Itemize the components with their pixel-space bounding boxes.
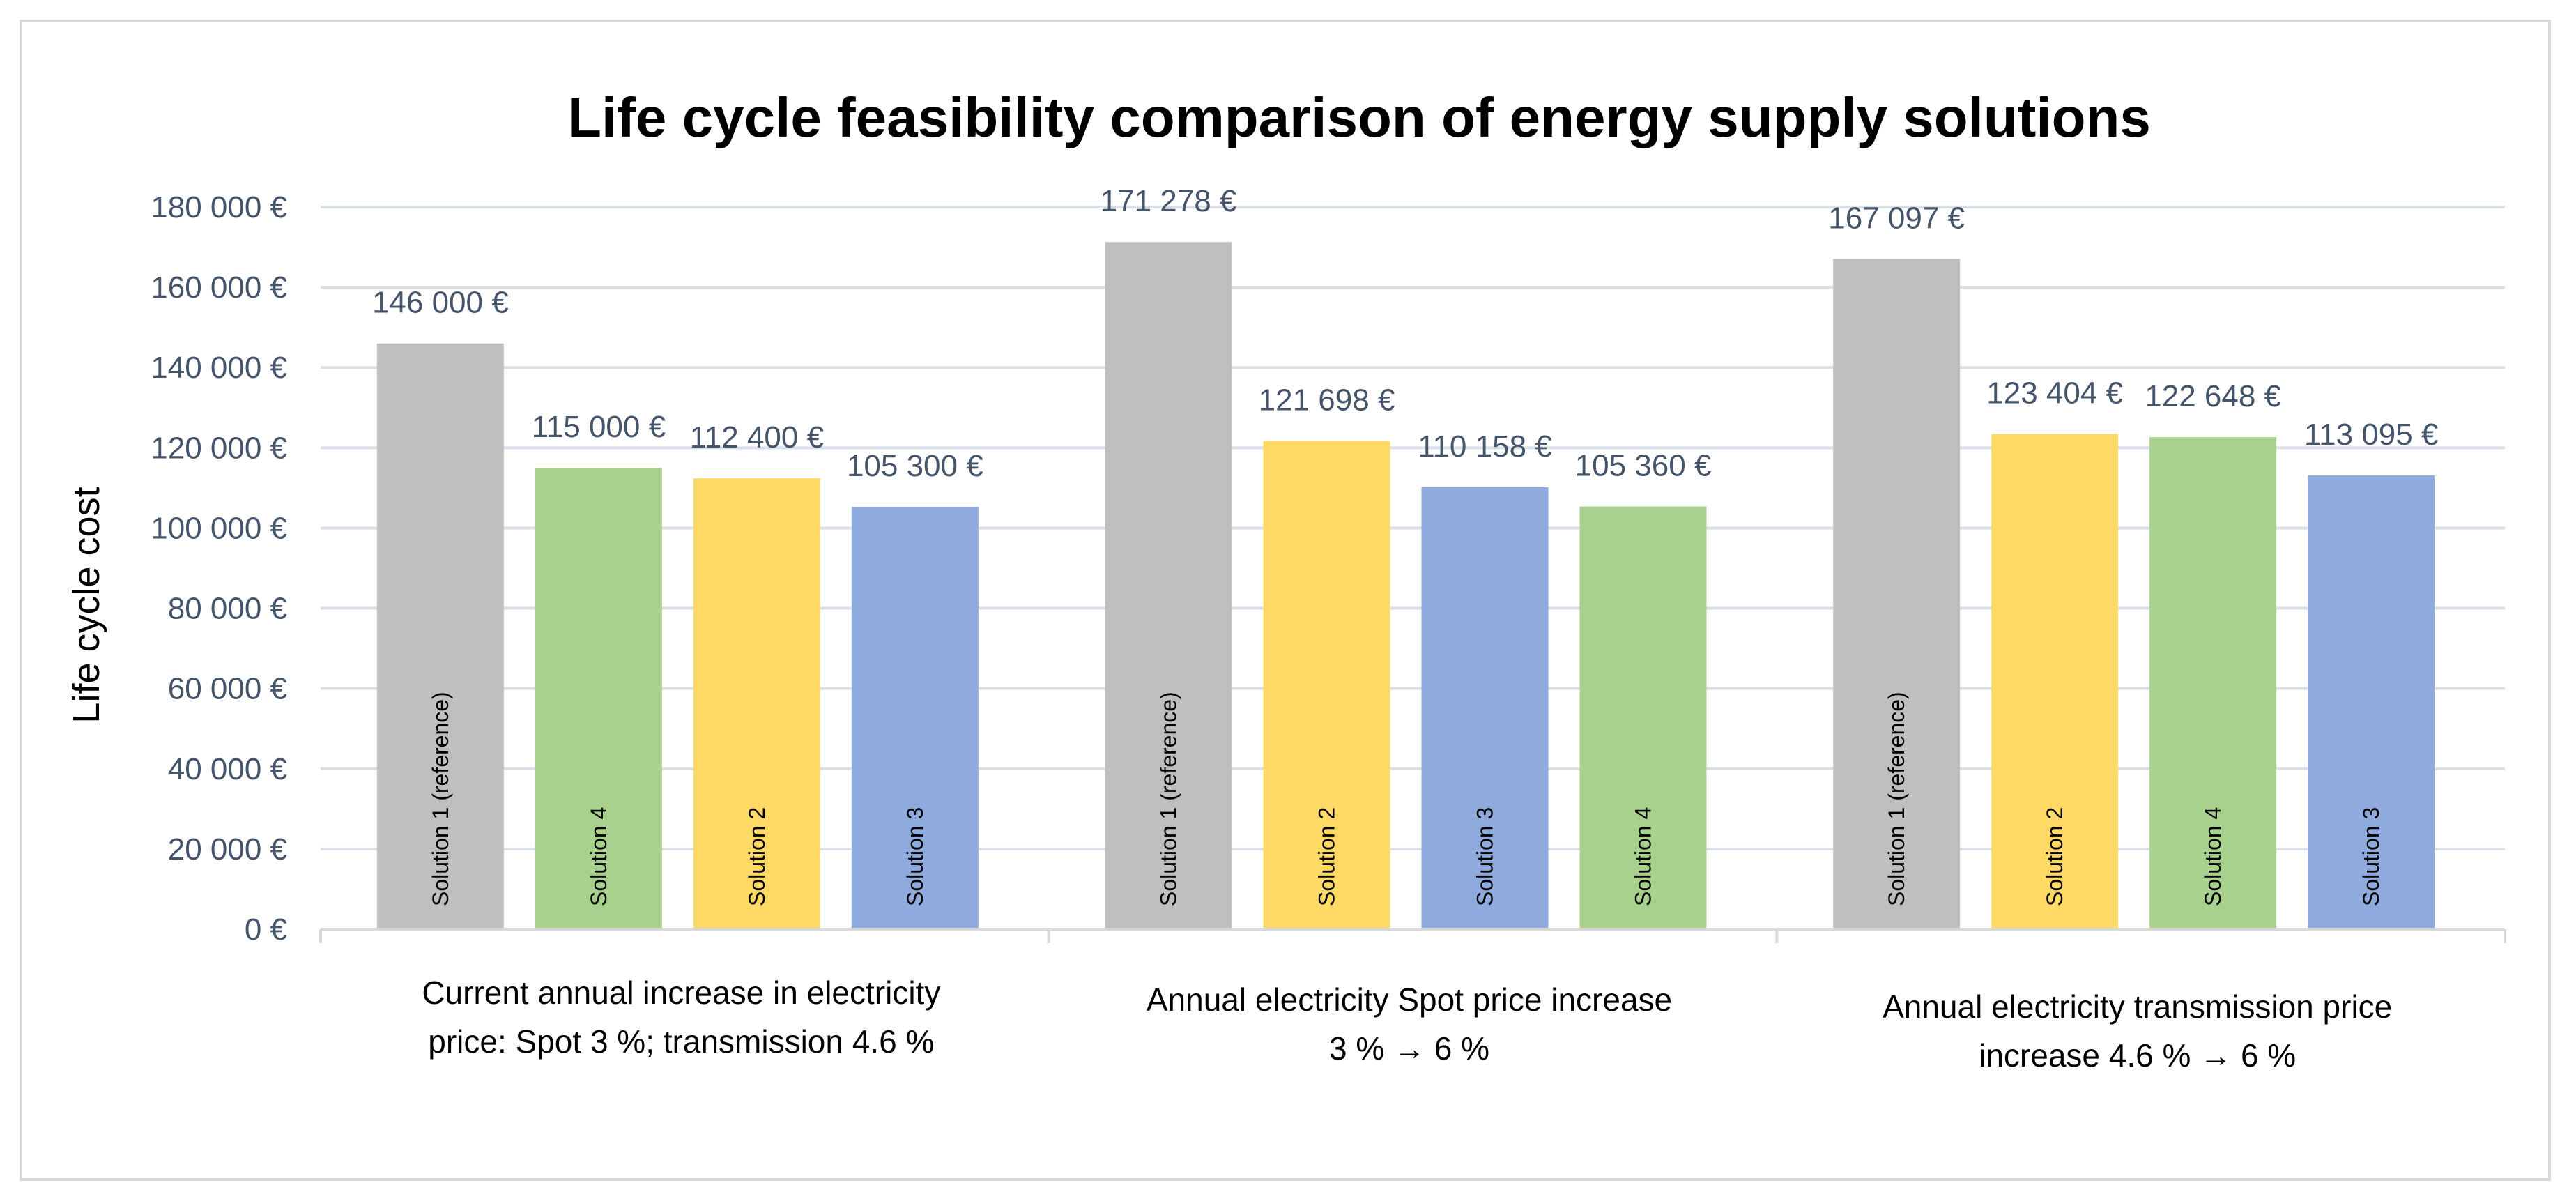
bar [535, 468, 662, 929]
category-label: Current annual increase in electricity pr… [422, 975, 940, 1060]
y-tick-label: 180 000 € [151, 190, 287, 224]
bar-value-label: 105 300 € [847, 449, 983, 483]
bar-value-label: 146 000 € [372, 286, 509, 320]
x-axis [319, 928, 2506, 943]
bar-series-label: Solution 3 [903, 807, 928, 906]
y-tick-label: 80 000 € [168, 592, 287, 626]
y-tick-label: 160 000 € [151, 270, 287, 305]
bar [1263, 441, 1390, 929]
bar [693, 478, 820, 929]
bar-series-label: Solution 2 [1314, 807, 1340, 906]
bar-value-label: 123 404 € [1986, 376, 2123, 411]
bar-series-label: Solution 4 [2200, 807, 2225, 906]
bar [376, 343, 504, 929]
bar-value-label: 105 360 € [1575, 449, 1712, 483]
chart-title: Life cycle feasibility comparison of ene… [567, 86, 2151, 148]
bar [2308, 475, 2435, 929]
y-tick-label: 20 000 € [168, 832, 287, 866]
bar-series-label: Solution 3 [1473, 807, 1498, 906]
bar-series-label: Solution 2 [2042, 807, 2067, 906]
bar-value-label: 167 097 € [1828, 201, 1965, 235]
y-tick-label: 60 000 € [168, 672, 287, 706]
category-labels: Current annual increase in electricity pr… [422, 975, 2392, 1074]
bar-value-label: 113 095 € [2304, 418, 2438, 452]
bar-series-label: Solution 1 (reference) [1156, 692, 1181, 906]
bar [1105, 242, 1232, 929]
y-tick-label: 40 000 € [168, 752, 287, 786]
bar [1833, 259, 1961, 930]
bar-value-label: 112 400 € [690, 420, 824, 455]
y-tick-label: 120 000 € [151, 431, 287, 465]
bar [1579, 506, 1707, 929]
bar-value-label: 122 648 € [2145, 379, 2281, 413]
bar-value-label: 110 158 € [1418, 429, 1551, 464]
category-label: Annual electricity transmission price inc… [1883, 988, 2392, 1074]
bar-series-label: Solution 2 [744, 807, 769, 906]
y-tick-label: 0 € [245, 912, 287, 947]
bar [851, 506, 979, 929]
bar [1421, 487, 1549, 929]
bar-value-label: 171 278 € [1101, 184, 1237, 218]
bar-series-label: Solution 4 [586, 807, 611, 906]
bar-series-label: Solution 4 [1631, 807, 1656, 906]
y-tick-label: 140 000 € [151, 351, 287, 385]
bar-series-label: Solution 1 (reference) [1884, 692, 1909, 906]
bar-value-label: 115 000 € [532, 410, 666, 444]
y-axis-ticks: 0 € 20 000 € 40 000 € 60 000 € 80 000 € 100 0… [151, 190, 287, 947]
bar [2149, 437, 2277, 929]
bar-series-label: Solution 3 [2359, 807, 2384, 906]
category-label: Annual electricity Spot price increase 3 … [1147, 982, 1672, 1067]
bar-series-label: Solution 1 (reference) [428, 692, 453, 906]
bars: 146 000 € Solution 1 (reference) 115 000 €… [372, 184, 2438, 930]
y-axis-label: Life cycle cost [66, 487, 107, 723]
bar [1991, 434, 2119, 929]
bar-value-label: 121 698 € [1259, 383, 1395, 418]
gridlines [321, 206, 2505, 850]
y-tick-label: 100 000 € [151, 511, 287, 545]
